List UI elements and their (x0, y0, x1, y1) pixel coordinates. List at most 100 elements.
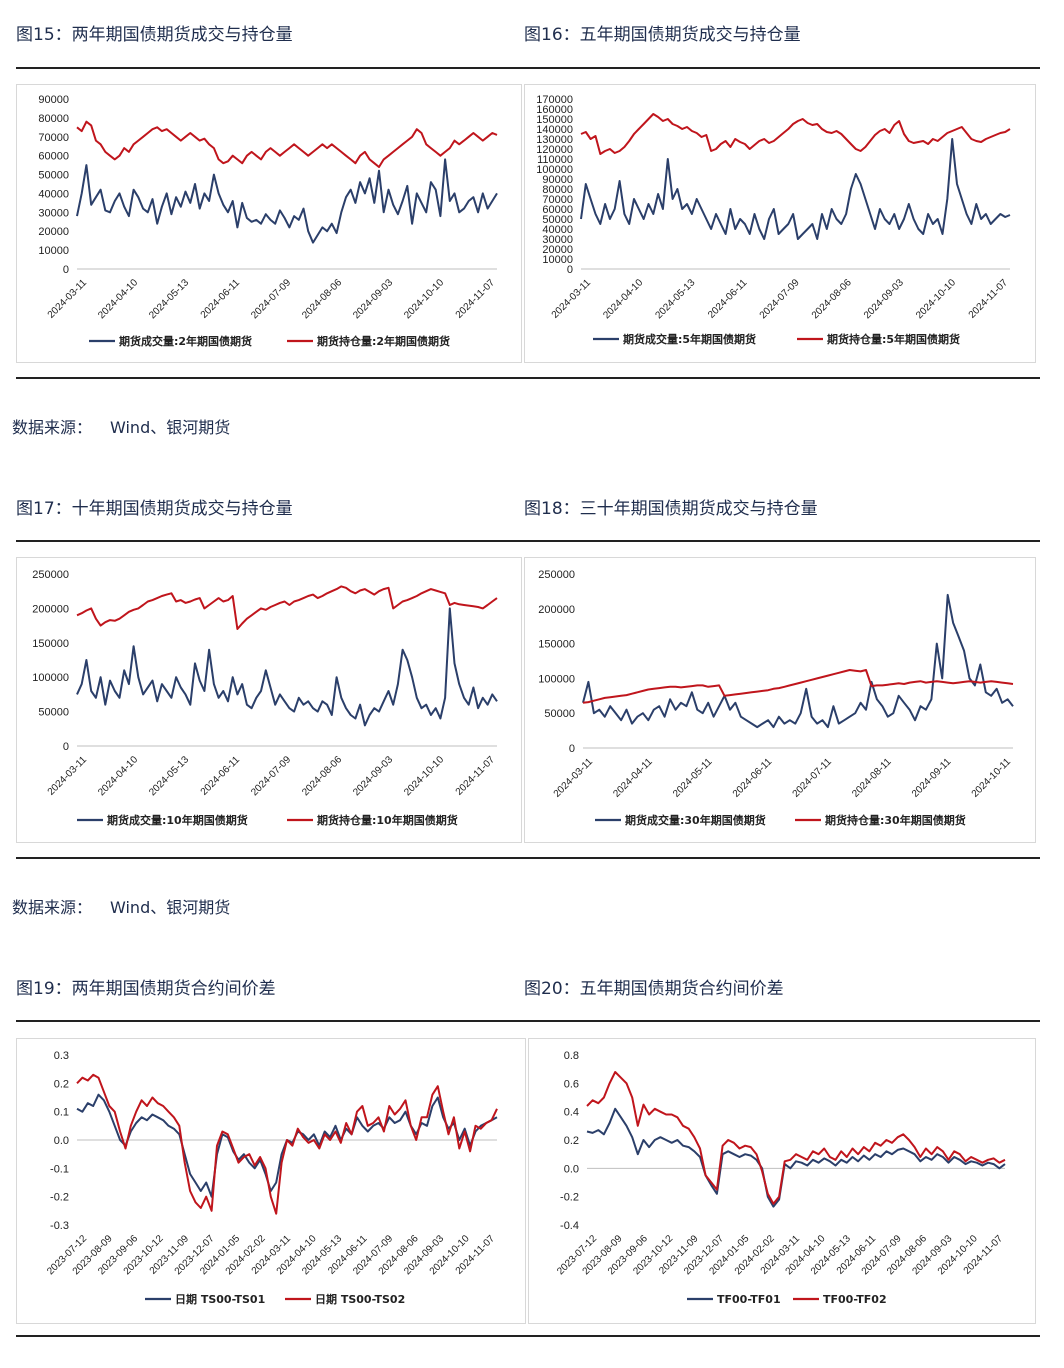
legend-label: 期货成交量:10年期国债期货 (107, 813, 248, 827)
y-tick-label: 50000 (544, 708, 575, 720)
figure-title: 图16：五年期国债期货成交与持仓量 (524, 25, 801, 45)
x-tick-label: 2024-09-11 (910, 756, 954, 800)
y-tick-label: 150000 (32, 638, 69, 650)
y-tick-label: 250000 (538, 569, 575, 581)
y-tick-label: 0.4 (564, 1107, 579, 1119)
y-tick-label: 60000 (38, 151, 69, 163)
chart-panel: 0.3 0.2 0.1 0.0 -0.1 -0.2 -0.3 2023-07-12 2023-0… (16, 1038, 526, 1324)
y-tick-label: -0.3 (50, 1220, 69, 1232)
spread-chart-5y: 0.80.60.40.20.0-0.2-0.42023-07-122023-08… (555, 1050, 1006, 1306)
figure-title: 图15：两年期国债期货成交与持仓量 (16, 25, 293, 45)
y-tick-label: -0.2 (560, 1192, 579, 1204)
y-tick-label: 90000 (542, 174, 573, 186)
x-tick-label: 2024-11-07 (454, 277, 498, 321)
x-tick-label: 2024-04-11 (611, 756, 655, 800)
x-tick-label: 2024-04-10 (601, 277, 645, 321)
y-tick-label: 0.0 (564, 1163, 579, 1175)
y-tick-label: 10000 (38, 245, 69, 257)
x-tick-label: 2024-07-09 (249, 277, 293, 321)
y-tick-label: 0 (63, 741, 69, 753)
x-tick-label: 2024-09-03 (351, 277, 395, 321)
y-tick-label: -0.4 (560, 1220, 579, 1232)
y-tick-label: 0.2 (564, 1135, 579, 1147)
y-tick-label: 70000 (542, 194, 573, 206)
x-tick-label: 2024-03-11 (46, 277, 90, 321)
series-line-1 (586, 1071, 1006, 1205)
series-line-0 (76, 158, 498, 244)
legend-label: 日期 TS00-TS01 (175, 1292, 265, 1306)
spread-chart-2y: 0.30.20.10.0-0.1-0.2-0.32023-07-122023-0… (45, 1050, 498, 1306)
figure-title: 图18：三十年期国债期货成交与持仓量 (524, 499, 818, 519)
x-tick-label: 2024-06-11 (199, 754, 243, 798)
x-tick-label: 2024-04-10 (96, 754, 140, 798)
y-tick-label: -0.2 (50, 1192, 69, 1204)
series-line-1 (76, 585, 498, 630)
x-tick-label: 2024-07-09 (249, 754, 293, 798)
x-tick-label: 2024-03-11 (552, 756, 596, 800)
x-tick-label: 2024-08-06 (300, 754, 344, 798)
x-tick-label: 2024-11-07 (967, 277, 1011, 321)
y-tick-label: 60000 (542, 204, 573, 216)
y-tick-label: 100000 (538, 673, 575, 685)
y-tick-label: 0 (569, 743, 575, 755)
y-tick-label: 150000 (536, 114, 573, 126)
x-tick-label: 2024-08-06 (810, 277, 854, 321)
y-tick-label: 80000 (38, 113, 69, 125)
y-tick-label: 120000 (536, 144, 573, 156)
series-line-1 (580, 113, 1011, 155)
series-line-0 (586, 1107, 1006, 1208)
volume-oi-chart-30y: 250000 200000 150000 100000 50000 02024-03-11… (538, 569, 1014, 827)
series-line-1 (582, 669, 1014, 704)
y-tick-label: 50000 (38, 707, 69, 719)
y-tick-label: 40000 (542, 224, 573, 236)
y-tick-label: 80000 (542, 184, 573, 196)
x-tick-label: 2024-08-11 (850, 756, 894, 800)
x-tick-label: 2024-06-11 (706, 277, 750, 321)
y-tick-label: 40000 (38, 188, 69, 200)
series-line-0 (76, 1093, 498, 1198)
legend-label: 期货持仓量:2年期国债期货 (317, 334, 450, 348)
chart-panel: 250000 200000 150000 100000 50000 0 2024-03-11… (524, 557, 1036, 843)
y-tick-label: 50000 (542, 214, 573, 226)
chart-panel: 0.8 0.6 0.4 0.2 0.0 -0.2 -0.4 2023-07-12 2023-08… (528, 1038, 1036, 1324)
chart-panel: 170000 160000 150000 140000 130000 120000 1100… (524, 84, 1036, 363)
y-tick-label: 0.0 (54, 1135, 69, 1147)
legend-label: 期货持仓量:5年期国债期货 (827, 332, 960, 346)
legend-label: 日期 TS00-TS02 (315, 1292, 405, 1306)
legend-label: 期货持仓量:10年期国债期货 (317, 813, 458, 827)
x-tick-label: 2024-10-10 (402, 277, 446, 321)
legend-label: 期货持仓量:30年期国债期货 (825, 813, 966, 827)
x-tick-label: 2024-04-10 (96, 277, 140, 321)
y-tick-label: 250000 (32, 569, 69, 581)
x-tick-label: 2024-03-11 (550, 277, 594, 321)
divider (16, 1020, 1040, 1022)
figure-title: 图19：两年期国债期货合约间价差 (16, 979, 276, 999)
data-source: 数据来源： Wind、银河期货 (12, 894, 230, 918)
y-tick-label: 0 (567, 264, 573, 276)
y-tick-label: 200000 (538, 604, 575, 616)
y-tick-label: 30000 (38, 207, 69, 219)
divider (16, 377, 1040, 379)
divider (16, 857, 1040, 859)
x-tick-label: 2024-07-11 (791, 756, 835, 800)
series-line-0 (76, 607, 498, 727)
x-tick-label: 2024-08-06 (300, 277, 344, 321)
y-tick-label: 130000 (536, 134, 573, 146)
data-source: 数据来源： Wind、银河期货 (12, 414, 230, 438)
figure-title: 图20：五年期国债期货合约间价差 (524, 979, 784, 999)
divider (16, 1335, 1040, 1337)
figure-title: 图17：十年期国债期货成交与持仓量 (16, 499, 293, 519)
chart-panel: 90000 80000 70000 60000 50000 40000 30000 20000… (16, 84, 522, 363)
y-tick-label: 0.1 (54, 1107, 69, 1119)
volume-oi-chart-2y: 90000 80000 70000 60000 50000 40000 30000 20000… (38, 94, 498, 348)
source-label: 数据来源： (12, 418, 93, 437)
y-tick-label: 0.3 (54, 1050, 69, 1062)
y-tick-label: 0.2 (54, 1078, 69, 1090)
x-tick-label: 2024-11-07 (454, 754, 498, 798)
volume-oi-chart-10y: 250000 200000 150000 100000 50000 02024-03-11… (32, 569, 498, 827)
y-tick-label: 140000 (536, 124, 573, 136)
y-tick-label: 0.6 (564, 1078, 579, 1090)
x-tick-label: 2024-05-13 (147, 754, 191, 798)
series-line-0 (580, 138, 1011, 240)
y-tick-label: 100000 (536, 164, 573, 176)
